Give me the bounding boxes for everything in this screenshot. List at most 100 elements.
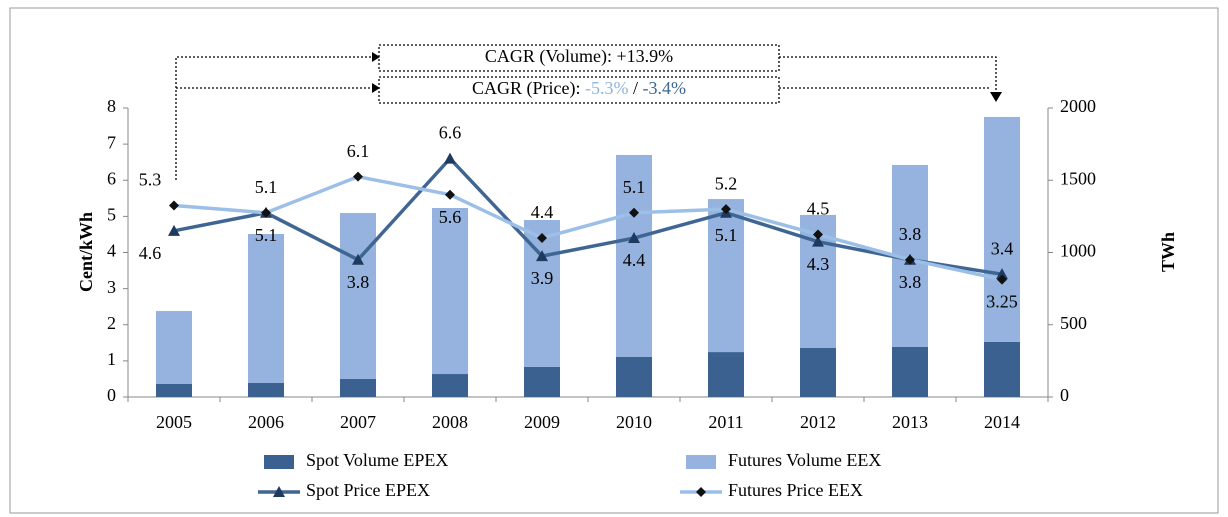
annotation-part: / [628,78,642,98]
y2-tick-label: 0 [1060,385,1069,405]
marker [628,232,640,244]
marker [169,200,179,211]
data-label: 4.4 [531,202,554,222]
x-tick-label: 2008 [432,412,468,432]
data-label: 3.9 [531,268,554,288]
legend-swatch [686,455,716,469]
y-tick-label: 5 [107,205,116,225]
data-label: 3.25 [986,292,1018,312]
data-label: 4.5 [807,199,830,219]
annotation-part: -5.3% [585,78,629,98]
bar [984,116,1020,342]
marker [536,250,548,262]
data-label: 5.3 [139,170,162,190]
x-tick-label: 2011 [708,412,743,432]
bar [708,352,744,397]
frame [9,7,1219,514]
bar [340,378,376,397]
arrow [779,56,997,92]
annotation-box [378,44,780,72]
line [173,155,1003,276]
annotation-part: CAGR (Price): [472,78,585,99]
marker [537,233,547,244]
marker [445,189,455,200]
arrow [175,56,372,180]
x-tick-label: 2009 [524,412,560,432]
annotation: CAGR (Price): -5.3% / -3.4% [472,78,686,99]
legend-swatch [264,455,294,469]
marker [996,268,1008,280]
data-label: 5.6 [439,207,462,227]
legend-label: Futures Volume EEX [728,450,881,470]
x-tick-label: 2010 [616,412,652,432]
y-tick-label: 4 [107,241,116,261]
bar [800,348,836,397]
data-label: 5.1 [715,225,738,245]
y-tick-label: 0 [107,385,116,405]
marker [444,152,456,164]
bar [432,374,468,397]
y-tick-label: 2 [107,313,116,333]
marker [168,224,180,236]
bar [708,199,744,353]
bar [616,154,652,357]
data-label: 3.4 [991,238,1014,258]
data-label: 5.1 [255,225,278,245]
y2-tick-label: 500 [1060,313,1087,333]
data-label: 5.1 [255,177,278,197]
legend-label: Futures Price EEX [728,480,863,500]
data-label: 3.8 [899,272,922,292]
bar [248,234,284,383]
marker [353,171,363,182]
line [173,174,1003,282]
y-tick-label: 7 [107,132,116,152]
annotation: CAGR (Volume): +13.9% [485,46,673,67]
annotation-part: -3.4% [643,78,687,98]
x-tick-label: 2006 [248,412,284,432]
data-label: 3.8 [347,272,370,292]
marker [721,204,731,215]
arrowhead [372,83,380,93]
data-label: 5.2 [715,173,738,193]
bar [340,213,376,379]
marker [812,235,824,247]
data-label: 4.3 [807,254,830,274]
x-tick-label: 2007 [340,412,376,432]
data-label: 4.6 [139,243,162,263]
bar [156,383,192,397]
annotation-box [378,76,780,104]
annotation-arrows [175,44,1002,180]
legend-marker [273,486,285,497]
marker [352,253,364,265]
marker [905,254,915,265]
marker [261,207,271,218]
y-tick-label: 6 [107,168,116,188]
y2-axis-label: TWh [1158,232,1178,272]
y2-tick-label: 2000 [1060,96,1096,116]
y-axis-label: Cent/kWh [76,212,96,292]
legend-marker [696,487,706,497]
arrowhead [372,52,380,62]
arrowhead [990,92,1002,102]
y-tick-label: 1 [107,349,116,369]
x-tick-label: 2013 [892,412,928,432]
legend-label: Spot Volume EPEX [306,450,448,470]
data-label: 3.8 [899,224,922,244]
data-label: 5.1 [623,177,646,197]
legend-label: Spot Price EPEX [306,480,430,500]
bar [524,366,560,397]
data-label: 6.1 [347,141,370,161]
y-tick-label: 8 [107,96,116,116]
bar [432,207,468,375]
x-tick-label: 2012 [800,412,836,432]
bar [892,347,928,397]
y2-tick-label: 1000 [1060,241,1096,261]
bar [984,341,1020,397]
bar [248,382,284,397]
data-label: 4.4 [623,250,646,270]
x-tick-label: 2005 [156,412,192,432]
x-tick-label: 2014 [984,412,1020,432]
marker [629,207,639,218]
data-label: 6.6 [439,123,462,143]
